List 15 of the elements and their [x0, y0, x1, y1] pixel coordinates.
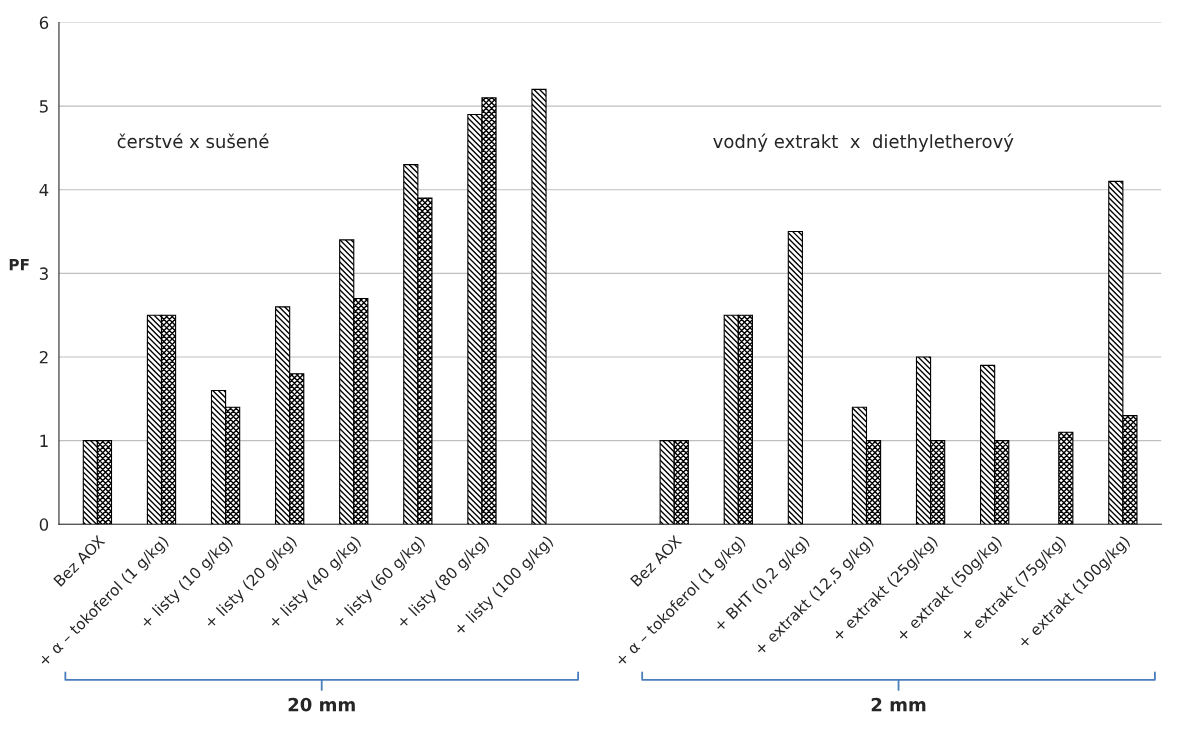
y-tick-label: 3 [39, 267, 48, 280]
annotation: vodný extrakt x diethyletherový [713, 133, 1014, 152]
text: 20 mm [288, 697, 355, 712]
annotation: čerstvé x sušené [117, 133, 269, 149]
y-tick-label: 0 [39, 518, 49, 531]
bar [531, 88, 547, 525]
y-tick-label: 5 [39, 100, 48, 113]
y-tick-label: 1 [40, 434, 48, 447]
text: 2 mm [871, 697, 926, 712]
y-tick-label: 4 [39, 183, 49, 197]
y-tick-label: 6 [39, 16, 49, 30]
y-tick-label: 2 [39, 350, 48, 364]
bar [787, 231, 803, 525]
y-axis-title: PF [9, 259, 29, 271]
bar [1058, 431, 1074, 525]
